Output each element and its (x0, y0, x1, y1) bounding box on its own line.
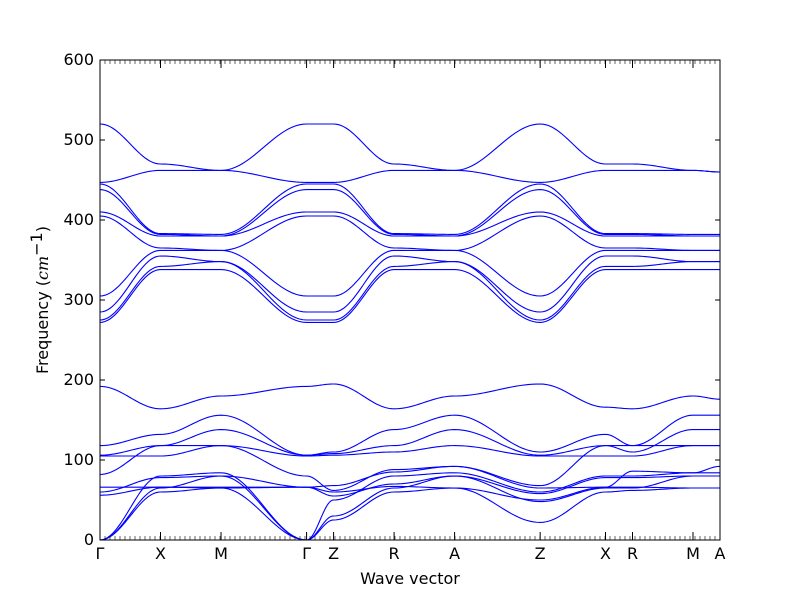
x-tick-label: A (449, 544, 460, 563)
band-lines (99, 123, 721, 541)
y-tick-label: 0 (84, 530, 94, 549)
x-tick-label: Z (535, 544, 546, 563)
band-line-8 (100, 445, 720, 457)
y-axis-label-prefix: Frequency ( (33, 280, 52, 374)
x-tick-label: R (627, 544, 638, 563)
x-tick-label: Γ (302, 544, 311, 563)
y-ticks: 0 100 200 300 400 500 600 (63, 50, 720, 549)
plot-frame (99, 59, 721, 541)
x-tick-label: M (214, 544, 228, 563)
band-line-7 (99, 445, 720, 491)
band-line-16 (99, 215, 720, 251)
band-line-21 (99, 123, 721, 173)
y-tick-label: 400 (63, 210, 94, 229)
y-tick-label: 500 (63, 130, 94, 149)
x-axis-label: Wave vector (360, 569, 460, 588)
y-tick-label: 100 (63, 450, 94, 469)
band-line-5 (99, 475, 720, 497)
band-line-10 (99, 414, 720, 456)
x-tick-label: Γ (96, 544, 105, 563)
y-axis-label-exponent: −1 (27, 232, 46, 256)
y-tick-label: 600 (63, 50, 94, 69)
y-axis-label: Frequency (cm−1) (27, 226, 52, 374)
y-axis-label-unit: cm (33, 256, 52, 280)
band-line-13 (99, 261, 720, 321)
band-line-19 (99, 183, 720, 235)
x-tick-label: X (155, 544, 166, 563)
band-line-1 (99, 487, 720, 541)
y-tick-label: 200 (63, 370, 94, 389)
band-line-11 (99, 383, 721, 410)
band-line-4 (99, 485, 720, 501)
band-line-2 (99, 475, 720, 541)
band-line-14 (99, 255, 720, 313)
band-line-20 (99, 169, 721, 183)
y-tick-label: 300 (63, 290, 94, 309)
x-tick-label: A (715, 544, 726, 563)
x-tick-label: X (600, 544, 611, 563)
band-line-18 (99, 189, 720, 237)
x-tick-label: R (389, 544, 400, 563)
band-line-12 (99, 269, 720, 323)
y-axis-label-suffix: ) (33, 226, 52, 232)
band-line-3 (99, 472, 720, 541)
x-tick-label: M (686, 544, 700, 563)
band-line-17 (99, 211, 720, 237)
band-line-9 (99, 429, 720, 456)
x-tick-label: Z (328, 544, 339, 563)
band-line-6 (100, 465, 721, 489)
